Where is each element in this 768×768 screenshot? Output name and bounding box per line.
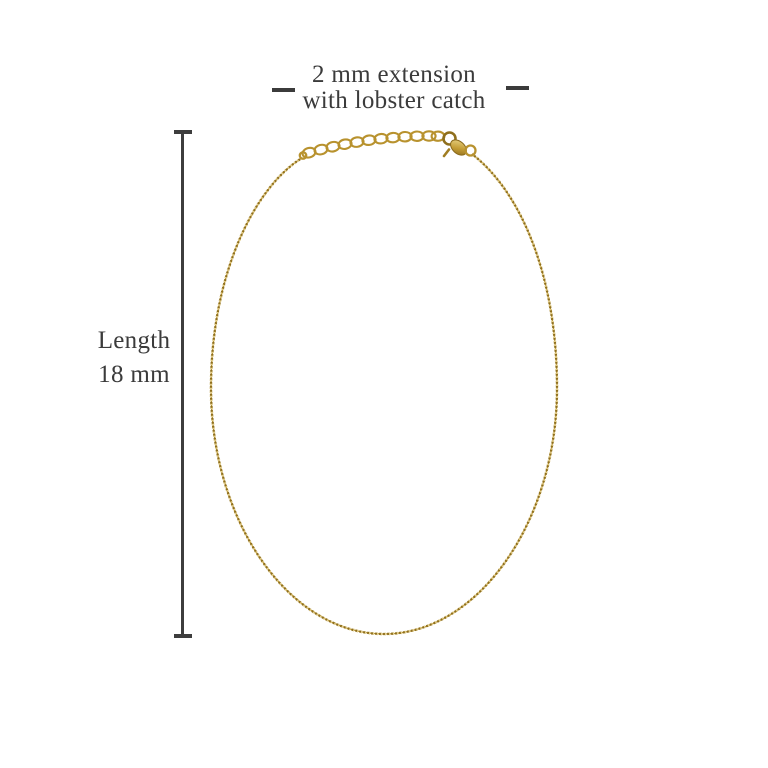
length-measure-line [181, 132, 184, 636]
extension-label: 2 mm extension with lobster catch [302, 62, 485, 114]
clasp-top-ring [442, 131, 457, 146]
clasp-trigger [442, 148, 451, 158]
necklace-chain [209, 152, 559, 636]
length-label: Length 18 mm [98, 324, 171, 392]
extension-chain [298, 130, 446, 160]
length-label-word: Length [97, 327, 171, 354]
length-label-value: 18 mm [98, 361, 170, 388]
measure-line-bottom-cap [174, 634, 192, 638]
jump-ring [464, 144, 477, 157]
extension-tick-left [272, 88, 295, 92]
extension-label-line1: 2 mm extension [312, 61, 476, 88]
lobster-clasp [442, 131, 477, 158]
extension-tick-right [506, 86, 529, 90]
extension-label-line2: with lobster catch [302, 87, 486, 114]
